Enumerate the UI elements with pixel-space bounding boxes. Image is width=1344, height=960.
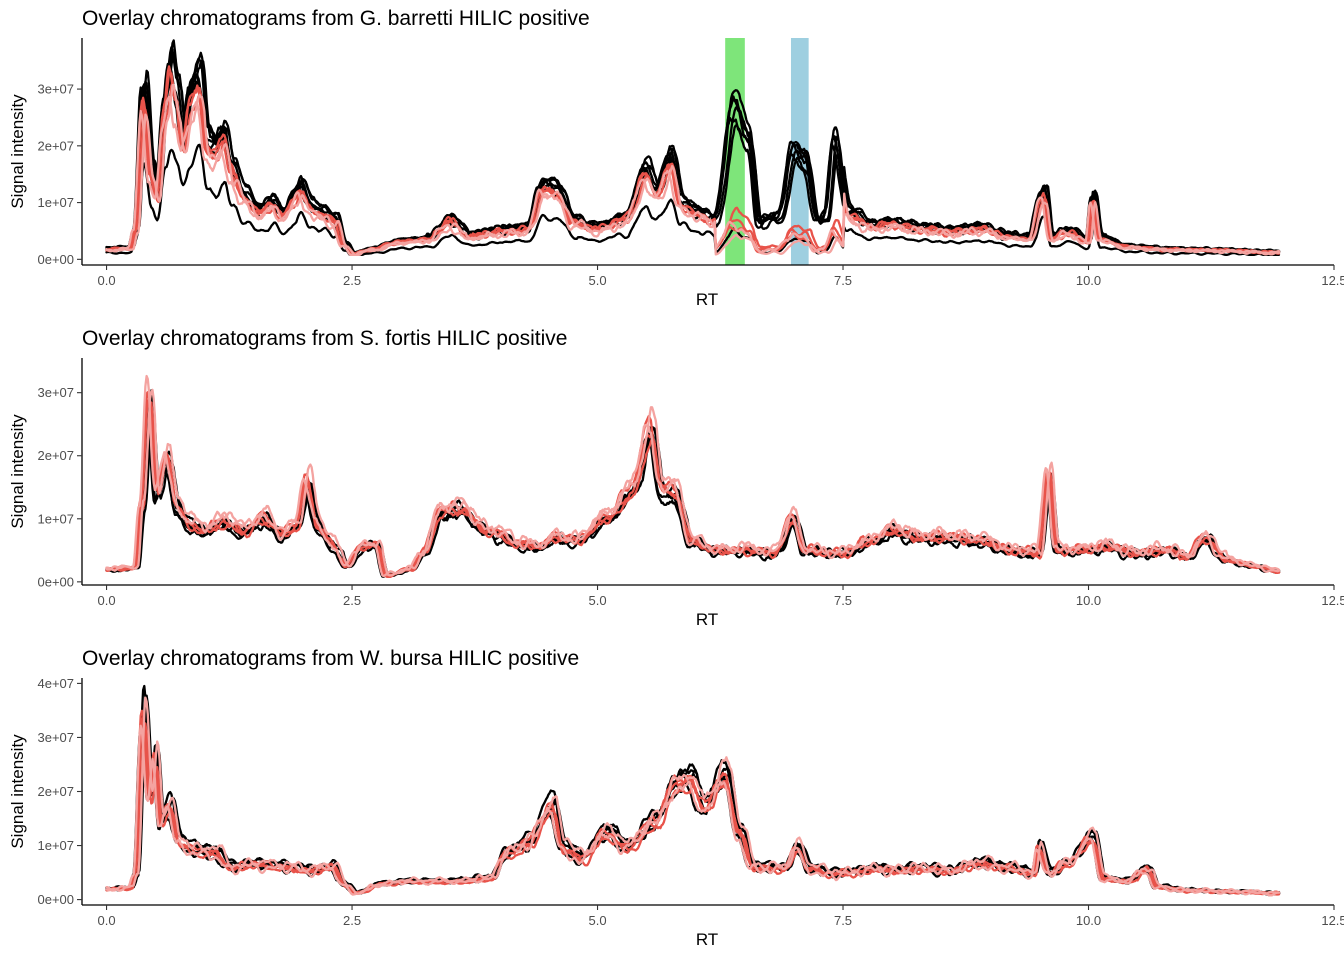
series-line-3	[105, 39, 1281, 255]
x-tick-label: 12.5	[1321, 593, 1344, 608]
x-tick-label: 5.0	[588, 593, 606, 608]
panel-g-barretti: Overlay chromatograms from G. barretti H…	[8, 7, 1344, 309]
y-tick-label: 0e+00	[37, 252, 74, 267]
x-tick-label: 7.5	[834, 913, 852, 928]
series-line-10	[105, 65, 1281, 256]
series-line-7	[105, 401, 1281, 578]
y-tick-label: 2e+07	[37, 138, 74, 153]
y-tick-label: 0e+00	[37, 574, 74, 589]
x-tick-label: 0.0	[98, 593, 116, 608]
x-tick-label: 0.0	[98, 273, 116, 288]
x-tick-label: 12.5	[1321, 913, 1344, 928]
y-tick-label: 3e+07	[37, 385, 74, 400]
series-line-6	[105, 80, 1281, 256]
series-line-10	[105, 374, 1281, 578]
series-line-8	[105, 72, 1281, 256]
chart-title: Overlay chromatograms from W. bursa HILI…	[82, 647, 579, 670]
chart-title: Overlay chromatograms from S. fortis HIL…	[82, 327, 567, 350]
x-tick-label: 7.5	[834, 273, 852, 288]
x-tick-label: 2.5	[343, 913, 361, 928]
x-tick-label: 10.0	[1076, 593, 1101, 608]
x-tick-label: 10.0	[1076, 913, 1101, 928]
series-line-9	[105, 81, 1281, 256]
y-tick-label: 2e+07	[37, 784, 74, 799]
x-tick-label: 5.0	[588, 913, 606, 928]
x-axis-label: RT	[696, 610, 718, 629]
y-tick-label: 1e+07	[37, 511, 74, 526]
y-tick-label: 3e+07	[37, 82, 74, 97]
series-line-10	[105, 724, 1281, 897]
y-tick-label: 3e+07	[37, 730, 74, 745]
series-line-5	[105, 51, 1281, 256]
x-axis-label: RT	[696, 930, 718, 949]
x-tick-label: 12.5	[1321, 273, 1344, 288]
x-tick-label: 10.0	[1076, 273, 1101, 288]
y-axis-label: Signal intensity	[8, 94, 27, 209]
y-axis-label: Signal intensity	[8, 414, 27, 529]
panel-w-bursa: Overlay chromatograms from W. bursa HILI…	[8, 647, 1344, 949]
series-line-7	[105, 143, 1281, 256]
series-line-2	[105, 65, 1281, 255]
y-tick-label: 0e+00	[37, 892, 74, 907]
y-tick-label: 1e+07	[37, 838, 74, 853]
y-tick-label: 4e+07	[37, 676, 74, 691]
series-line-12	[105, 95, 1281, 256]
chart-title: Overlay chromatograms from G. barretti H…	[82, 7, 590, 30]
series-line-1	[105, 46, 1281, 256]
panel-s-fortis: Overlay chromatograms from S. fortis HIL…	[8, 327, 1344, 629]
series-line-8	[105, 709, 1281, 895]
x-tick-label: 0.0	[98, 913, 116, 928]
x-tick-label: 2.5	[343, 593, 361, 608]
x-tick-label: 5.0	[588, 273, 606, 288]
y-tick-label: 2e+07	[37, 448, 74, 463]
x-tick-label: 7.5	[834, 593, 852, 608]
x-tick-label: 2.5	[343, 273, 361, 288]
x-axis-label: RT	[696, 290, 718, 309]
y-tick-label: 1e+07	[37, 195, 74, 210]
series-line-4	[105, 62, 1281, 256]
y-axis-label: Signal intensity	[8, 734, 27, 849]
series-line-11	[105, 83, 1281, 256]
